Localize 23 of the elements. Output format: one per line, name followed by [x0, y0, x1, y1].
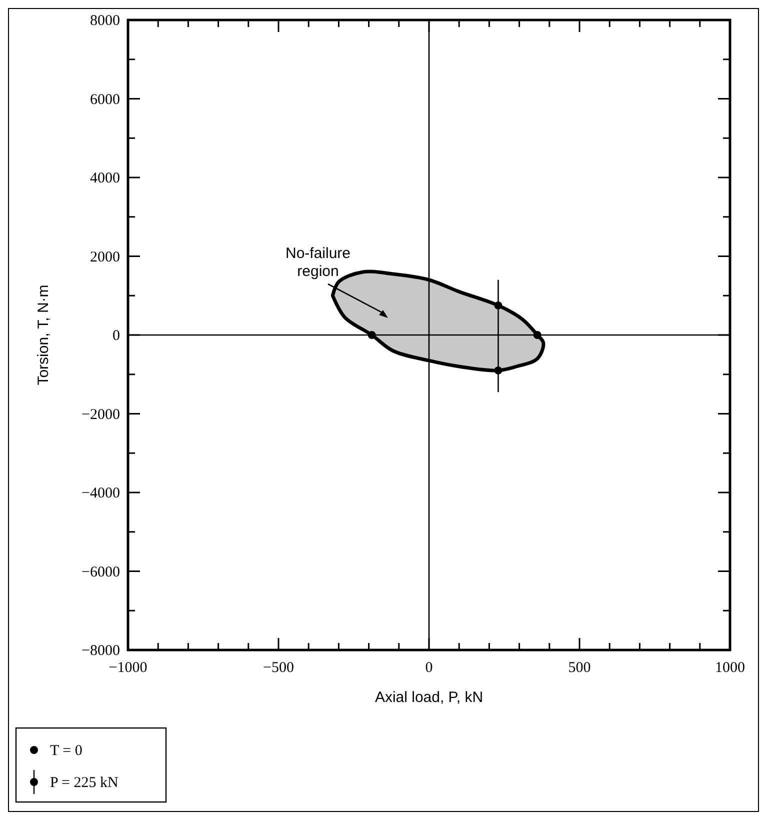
y-tick-label: −4000 — [82, 486, 120, 502]
point — [494, 301, 502, 310]
point — [533, 331, 542, 339]
y-tick-label: 4000 — [90, 170, 120, 186]
legend-label: T = 0 — [50, 743, 82, 759]
y-tick-label: 2000 — [90, 249, 120, 266]
point — [494, 366, 502, 374]
y-tick-label: 8000 — [90, 13, 120, 29]
legend-label: P = 225 kN — [50, 775, 118, 791]
point — [368, 331, 376, 339]
y-tick-label: −6000 — [82, 564, 120, 580]
x-tick-label: −1000 — [108, 660, 148, 676]
annotation: No-failure region — [285, 245, 351, 280]
y-tick-label: 6000 — [90, 92, 120, 108]
x-tick-label: 0 — [425, 660, 433, 676]
y-tick-label: 0 — [112, 328, 120, 344]
x-tick-label: 1000 — [715, 660, 745, 676]
y-tick-label: −2000 — [82, 406, 120, 423]
x-tick-label: 500 — [568, 660, 591, 676]
x-axis-title: Axial load, P, kN — [374, 689, 484, 706]
y-axis-title: Torsion, T, N·m — [35, 284, 52, 386]
y-tick-label: −8000 — [82, 643, 120, 659]
x-tick-label: −500 — [263, 660, 294, 676]
